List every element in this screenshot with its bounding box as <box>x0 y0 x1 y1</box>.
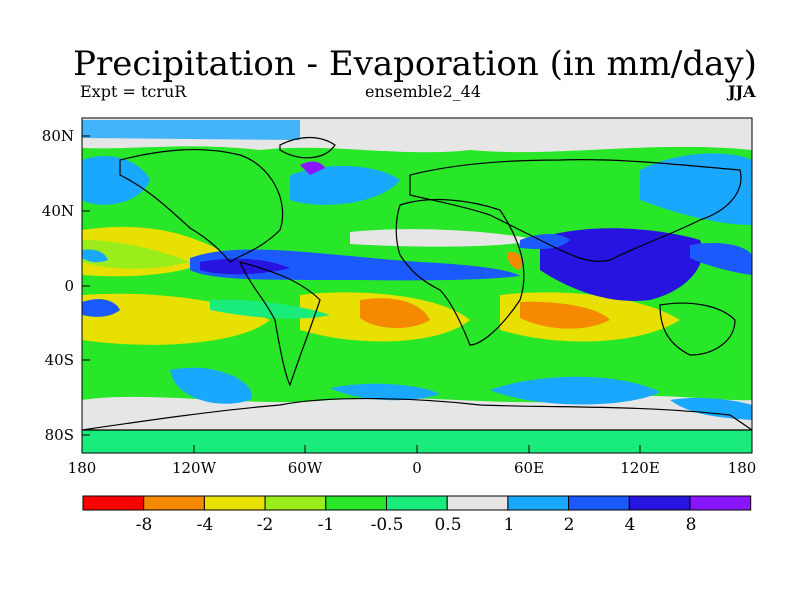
colorbar-label: -1 <box>317 515 335 535</box>
colorbar-swatch <box>507 495 570 511</box>
south-indian-wet <box>490 376 660 405</box>
colorbar-swatch <box>203 495 266 511</box>
north-atlantic-wet <box>290 165 400 205</box>
lon-tick-label: 60W <box>287 459 323 477</box>
north-pacific-wet <box>82 156 150 205</box>
colorbar-swatch <box>628 495 691 511</box>
colorbar-label: 2 <box>563 515 575 535</box>
lat-tick-label: 40S <box>44 351 74 369</box>
ensemble-label: ensemble2_44 <box>365 82 481 101</box>
colorbar-swatch <box>446 495 509 511</box>
lon-tick-label: 0 <box>412 459 422 477</box>
colorbar-label: -0.5 <box>370 515 404 535</box>
season-label: JJA <box>728 82 756 101</box>
colorbar <box>82 495 752 511</box>
lon-tick-label: 180 <box>727 459 757 477</box>
itcz-west-pacific <box>82 299 120 317</box>
colorbar-swatch <box>386 495 448 511</box>
colorbar-swatch <box>325 495 387 511</box>
lon-tick-label: 60E <box>513 459 545 477</box>
colorbar-label: 4 <box>624 515 636 535</box>
antarctica-coast <box>82 397 752 431</box>
west-pacific-warm-pool <box>690 243 752 275</box>
map-title: Precipitation - Evaporation (in mm/day) <box>73 44 757 84</box>
axis-ticks <box>81 135 753 453</box>
north-pacific-dry-edge <box>82 240 190 269</box>
south-pacific-east-wet <box>670 397 752 420</box>
experiment-label: Expt = tcruR <box>80 82 187 101</box>
coastlines <box>82 136 752 431</box>
north-america-coast <box>119 148 284 263</box>
asian-monsoon-core <box>540 228 703 301</box>
africa-coast <box>395 198 525 346</box>
south-pacific-wet <box>170 367 252 404</box>
greenland-coast <box>279 136 336 159</box>
eurasia-coast <box>409 159 742 262</box>
hawaii-wet <box>82 249 108 263</box>
east-pacific-moist <box>210 299 330 319</box>
colorbar-swatch <box>82 495 145 511</box>
lon-tick-label: 120W <box>171 459 217 477</box>
colorbar-label: 1 <box>503 515 515 535</box>
lat-tick-label: 40N <box>41 202 74 220</box>
antarctic-field <box>82 430 752 453</box>
australia-coast <box>659 302 736 356</box>
arctic-wet-patch <box>82 120 300 140</box>
colorbar-swatch <box>689 495 752 511</box>
colorbar-label: 8 <box>685 515 697 535</box>
south-indian-very-dry <box>520 301 610 329</box>
lat-tick-label: 80S <box>44 426 74 444</box>
colorbar-label: -8 <box>135 515 153 535</box>
arabian-sea-dry <box>507 251 522 270</box>
colorbar-label: 0.5 <box>434 515 462 535</box>
colorbar-label: -4 <box>196 515 214 535</box>
indian-monsoon <box>520 234 570 250</box>
labrador-very-wet <box>300 161 325 175</box>
colorbar-swatch <box>568 495 630 511</box>
south-america-coast <box>238 261 321 387</box>
colorbar-swatch <box>264 495 327 511</box>
lat-tick-label: 80N <box>41 127 74 145</box>
south-atlantic-wet <box>330 383 440 401</box>
lat-tick-label: 0 <box>64 277 74 295</box>
precip-evap-field <box>82 118 752 453</box>
lon-tick-label: 180 <box>67 459 97 477</box>
south-atlantic-very-dry <box>360 298 430 329</box>
colorbar-swatch <box>143 495 205 511</box>
colorbar-label: -2 <box>256 515 274 535</box>
lon-tick-label: 120E <box>620 459 660 477</box>
